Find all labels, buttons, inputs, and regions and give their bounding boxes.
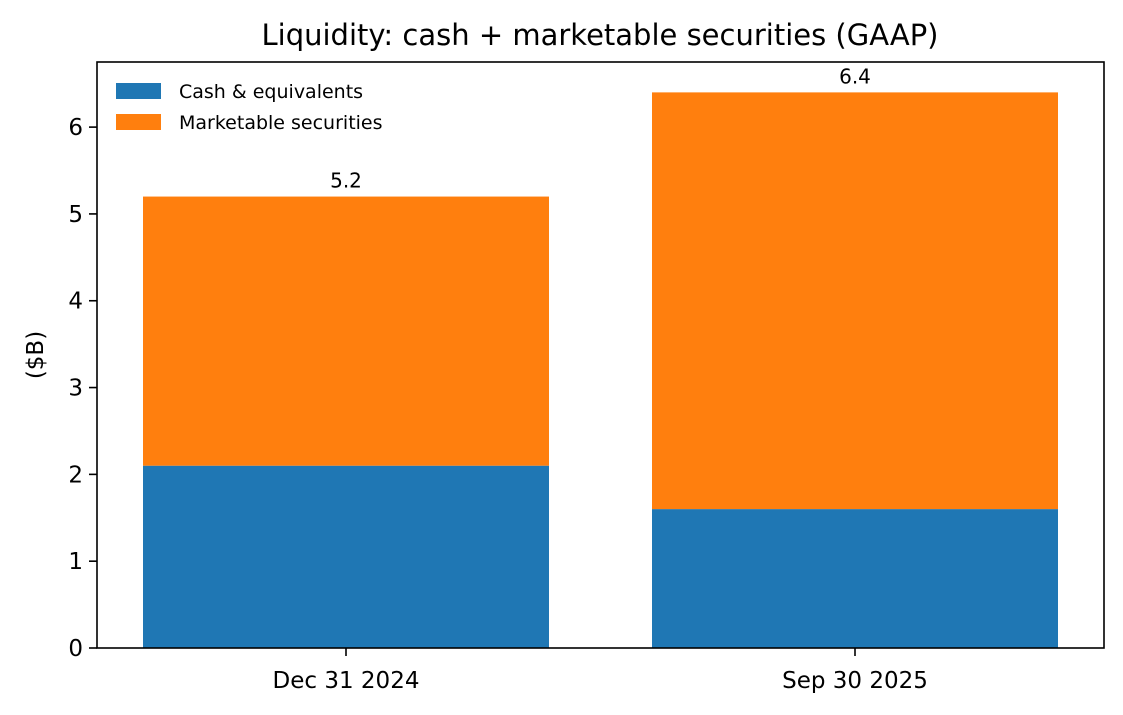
value-labels-group: 5.2 6.4 (330, 64, 871, 192)
y-axis: 0 1 2 3 4 5 6 (68, 115, 97, 662)
x-axis: Dec 31 2024 Sep 30 2025 (273, 648, 928, 694)
y-tick-label: 1 (68, 549, 83, 575)
x-tick-label: Sep 30 2025 (782, 668, 928, 694)
bars-group (143, 92, 1058, 648)
total-label-0: 5.2 (330, 169, 362, 193)
legend-label-0: Cash & equivalents (179, 81, 363, 103)
legend-label-1: Marketable securities (179, 112, 383, 134)
bar-segment-cash-1 (652, 509, 1058, 648)
y-tick-label: 4 (68, 289, 83, 315)
y-tick-label: 3 (68, 376, 83, 402)
y-axis-label: ($B) (23, 331, 49, 379)
bar-segment-securities-0 (143, 196, 549, 466)
total-label-1: 6.4 (839, 64, 871, 88)
y-tick-label: 0 (68, 636, 83, 662)
x-tick-label: Dec 31 2024 (273, 668, 420, 694)
bar-segment-cash-0 (143, 465, 549, 648)
legend-swatch-0 (116, 83, 161, 99)
chart-title: Liquidity: cash + marketable securities … (261, 18, 938, 52)
y-tick-label: 5 (68, 202, 83, 228)
bar-segment-securities-1 (652, 92, 1058, 510)
plot-frame (96, 61, 1105, 649)
legend: Cash & equivalents Marketable securities (116, 81, 383, 134)
legend-swatch-1 (116, 114, 161, 130)
y-tick-label: 6 (68, 115, 83, 141)
y-tick-label: 2 (68, 462, 83, 488)
